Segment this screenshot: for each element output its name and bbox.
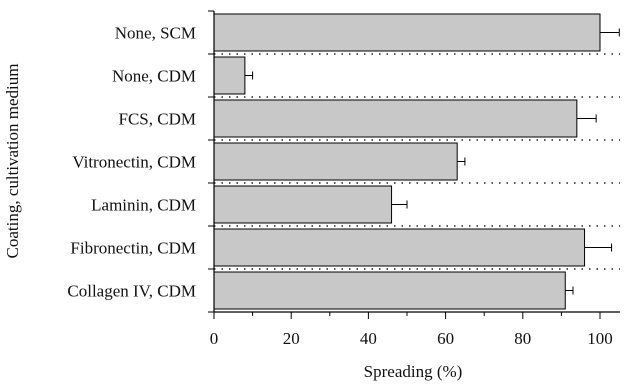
- bar: [213, 142, 458, 181]
- bar: [213, 99, 578, 138]
- bar: [213, 228, 586, 267]
- x-axis-title: Spreading (%): [364, 362, 463, 381]
- x-tick-label: 60: [437, 329, 454, 348]
- bar: [213, 185, 393, 224]
- category-label: Collagen IV, CDM: [67, 282, 196, 301]
- axes-group: [208, 10, 620, 313]
- category-label: FCS, CDM: [119, 110, 196, 129]
- error-bars-group: [244, 28, 620, 295]
- x-ticks-group: 0 20 40 60 80 100: [210, 312, 613, 348]
- x-tick-label: 80: [514, 329, 531, 348]
- x-tick-label: 100: [587, 329, 613, 348]
- bar: [213, 13, 601, 52]
- category-separators: [214, 53, 620, 270]
- category-label: None, CDM: [112, 67, 196, 86]
- bar: [213, 56, 246, 95]
- x-tick-label: 40: [360, 329, 377, 348]
- category-label: Laminin, CDM: [91, 196, 196, 215]
- bars-group: [213, 13, 601, 310]
- category-label: Vitronectin, CDM: [72, 153, 196, 172]
- category-label: Fibronectin, CDM: [70, 239, 196, 258]
- bar: [213, 271, 566, 310]
- y-axis-title: Coating, cultivation medium: [3, 63, 22, 258]
- category-label: None, SCM: [115, 24, 196, 43]
- x-tick-label: 0: [210, 329, 219, 348]
- x-tick-label: 20: [283, 329, 300, 348]
- category-labels-group: None, SCM None, CDM FCS, CDM Vitronectin, C…: [67, 24, 196, 301]
